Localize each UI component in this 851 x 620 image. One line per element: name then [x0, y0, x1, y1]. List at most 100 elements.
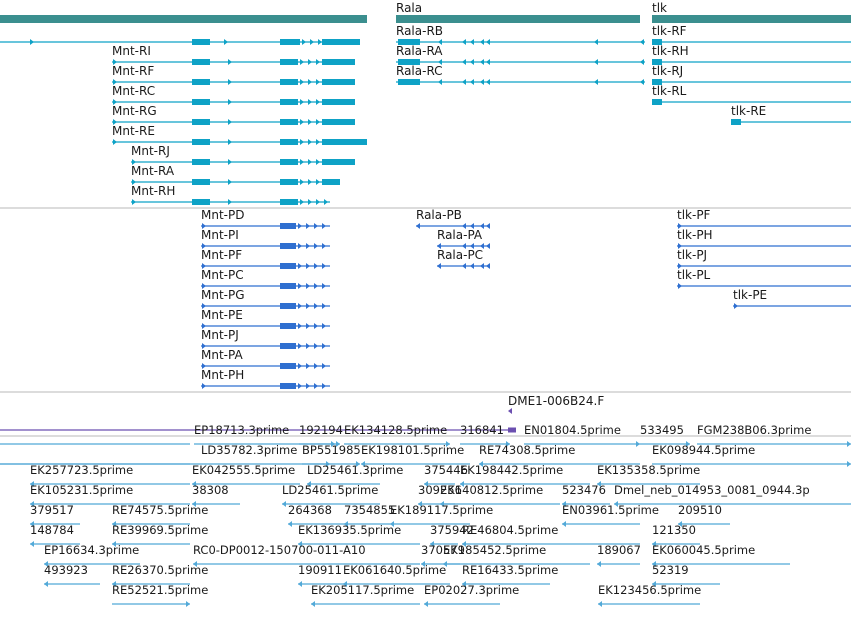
- protein-label-tlk-ph[interactable]: tlk-PH: [677, 228, 713, 242]
- est-label[interactable]: EN03961.5prime: [562, 503, 659, 517]
- protein-label-mnt-pf[interactable]: Mnt-PF: [201, 248, 243, 262]
- est-label[interactable]: EK060045.5prime: [652, 543, 756, 557]
- est-label[interactable]: EK061640.5prime: [343, 563, 447, 577]
- protein-label-rala-pb[interactable]: Rala-PB: [416, 208, 462, 222]
- protein-label-mnt-pa[interactable]: Mnt-PA: [201, 348, 243, 362]
- est-label[interactable]: 493923: [44, 563, 88, 577]
- est-label[interactable]: 316841: [460, 423, 504, 437]
- exon-arrow: [486, 59, 490, 65]
- est-label[interactable]: 309256: [418, 483, 462, 497]
- transcript-label-tlk-rj[interactable]: tlk-RJ: [652, 64, 684, 78]
- est-label[interactable]: 379517: [30, 503, 74, 517]
- est-label[interactable]: 370579: [421, 543, 465, 557]
- exon-arrow: [594, 79, 598, 85]
- est-label[interactable]: EK198101.5prime: [361, 443, 465, 457]
- est-label[interactable]: 523476: [562, 483, 606, 497]
- est-label[interactable]: 38308: [192, 483, 229, 497]
- est-arrow: [847, 441, 851, 447]
- est-label[interactable]: 375446: [424, 463, 468, 477]
- est-label[interactable]: EK042555.5prime: [192, 463, 296, 477]
- exon-arrow: [308, 119, 312, 125]
- transcript-label-mnt-ra[interactable]: Mnt-RA: [131, 164, 175, 178]
- est-label[interactable]: 7354855: [344, 503, 396, 517]
- est-label[interactable]: EK135358.5prime: [597, 463, 701, 477]
- probe-label[interactable]: DME1-006B24.F: [508, 394, 605, 408]
- transcript-label-mnt-ri[interactable]: Mnt-RI: [112, 44, 151, 58]
- est-arrow: [307, 481, 311, 487]
- est-label[interactable]: EK098944.5prime: [652, 443, 756, 457]
- protein-label-mnt-pc[interactable]: Mnt-PC: [201, 268, 244, 282]
- est-label[interactable]: EP18713.3prime: [194, 423, 290, 437]
- protein-label-mnt-pj[interactable]: Mnt-PJ: [201, 328, 239, 342]
- est-label[interactable]: EK134128.5prime: [344, 423, 448, 437]
- est-label[interactable]: LD25461.3prime: [307, 463, 404, 477]
- est-label[interactable]: BP551985: [302, 443, 361, 457]
- est-label[interactable]: EK140812.5prime: [440, 483, 544, 497]
- est-label[interactable]: 190911: [298, 563, 342, 577]
- est-label[interactable]: EK105231.5prime: [30, 483, 134, 497]
- est-label[interactable]: EP02027.3prime: [424, 583, 520, 597]
- transcript-label-mnt-rj[interactable]: Mnt-RJ: [131, 144, 170, 158]
- est-label[interactable]: RE39969.5prime: [112, 523, 209, 537]
- transcript-label-mnt-rf[interactable]: Mnt-RF: [112, 64, 155, 78]
- est-label[interactable]: EK123456.5prime: [598, 583, 702, 597]
- protein-label-mnt-pg[interactable]: Mnt-PG: [201, 288, 245, 302]
- protein-label-rala-pc[interactable]: Rala-PC: [437, 248, 484, 262]
- est-label[interactable]: 52319: [652, 563, 689, 577]
- est-label[interactable]: EK198442.5prime: [460, 463, 564, 477]
- exon: [398, 59, 420, 65]
- protein-label-mnt-pi[interactable]: Mnt-PI: [201, 228, 239, 242]
- est-label[interactable]: FGM238B06.3prime: [697, 423, 812, 437]
- est-label[interactable]: RE46804.5prime: [462, 523, 559, 537]
- est-label[interactable]: EK257723.5prime: [30, 463, 134, 477]
- est-label[interactable]: 121350: [652, 523, 696, 537]
- est-label[interactable]: EK189117.5prime: [390, 503, 494, 517]
- est-label[interactable]: Dmel_neb_014953_0081_0944.3p: [614, 483, 810, 497]
- protein-label-mnt-pe[interactable]: Mnt-PE: [201, 308, 243, 322]
- est-label[interactable]: RE16433.5prime: [462, 563, 559, 577]
- transcript-label-rala-rc[interactable]: Rala-RC: [396, 64, 443, 78]
- protein-label-tlk-pl[interactable]: tlk-PL: [677, 268, 711, 282]
- exon-arrow: [314, 263, 318, 269]
- est-label[interactable]: EP16634.3prime: [44, 543, 140, 557]
- est-label[interactable]: EK185452.5prime: [443, 543, 547, 557]
- protein-label-tlk-pf[interactable]: tlk-PF: [677, 208, 711, 222]
- transcript-label-tlk-rf[interactable]: tlk-RF: [652, 24, 687, 38]
- est-label[interactable]: RC0-DP0012-150700-011-A10: [193, 543, 366, 557]
- est-label[interactable]: 189067: [597, 543, 641, 557]
- est-label[interactable]: 533495: [640, 423, 684, 437]
- est-label[interactable]: RE74575.5prime: [112, 503, 209, 517]
- protein-label-rala-pa[interactable]: Rala-PA: [437, 228, 483, 242]
- est-label[interactable]: 209510: [678, 503, 722, 517]
- est-label[interactable]: EK205117.5prime: [311, 583, 415, 597]
- transcript-label-rala-ra[interactable]: Rala-RA: [396, 44, 443, 58]
- transcript-label-rala-rb[interactable]: Rala-RB: [396, 24, 444, 38]
- est-label[interactable]: RE74308.5prime: [479, 443, 576, 457]
- est-label[interactable]: EN01804.5prime: [524, 423, 621, 437]
- gene-label-rala[interactable]: Rala: [396, 1, 423, 15]
- transcript-label-tlk-rl[interactable]: tlk-RL: [652, 84, 687, 98]
- gene-label-tlk[interactable]: tlk: [652, 1, 667, 15]
- est-label[interactable]: 192194: [299, 423, 343, 437]
- protein-label-mnt-pd[interactable]: Mnt-PD: [201, 208, 245, 222]
- protein-label-tlk-pe[interactable]: tlk-PE: [733, 288, 768, 302]
- transcript-label-tlk-re[interactable]: tlk-RE: [731, 104, 767, 118]
- transcript-label-mnt-rg[interactable]: Mnt-RG: [112, 104, 157, 118]
- est-label[interactable]: 264368: [288, 503, 332, 517]
- est-label[interactable]: EK136935.5prime: [298, 523, 402, 537]
- transcript-label-mnt-rh[interactable]: Mnt-RH: [131, 184, 176, 198]
- est-label[interactable]: RE52521.5prime: [112, 583, 209, 597]
- protein-label-mnt-ph[interactable]: Mnt-PH: [201, 368, 245, 382]
- est-label[interactable]: 148784: [30, 523, 74, 537]
- transcript-label-tlk-rh[interactable]: tlk-RH: [652, 44, 689, 58]
- est-label[interactable]: 375942: [430, 523, 474, 537]
- est-label[interactable]: RE26370.5prime: [112, 563, 209, 577]
- exon-arrow: [486, 39, 490, 45]
- est-label[interactable]: LD35782.3prime: [201, 443, 298, 457]
- exon: [192, 179, 210, 185]
- transcript-label-mnt-rc[interactable]: Mnt-RC: [112, 84, 156, 98]
- est-arrow: [443, 561, 447, 567]
- transcript-label-mnt-re[interactable]: Mnt-RE: [112, 124, 155, 138]
- protein-label-tlk-pj[interactable]: tlk-PJ: [677, 248, 708, 262]
- est-label[interactable]: LD25461.5prime: [282, 483, 379, 497]
